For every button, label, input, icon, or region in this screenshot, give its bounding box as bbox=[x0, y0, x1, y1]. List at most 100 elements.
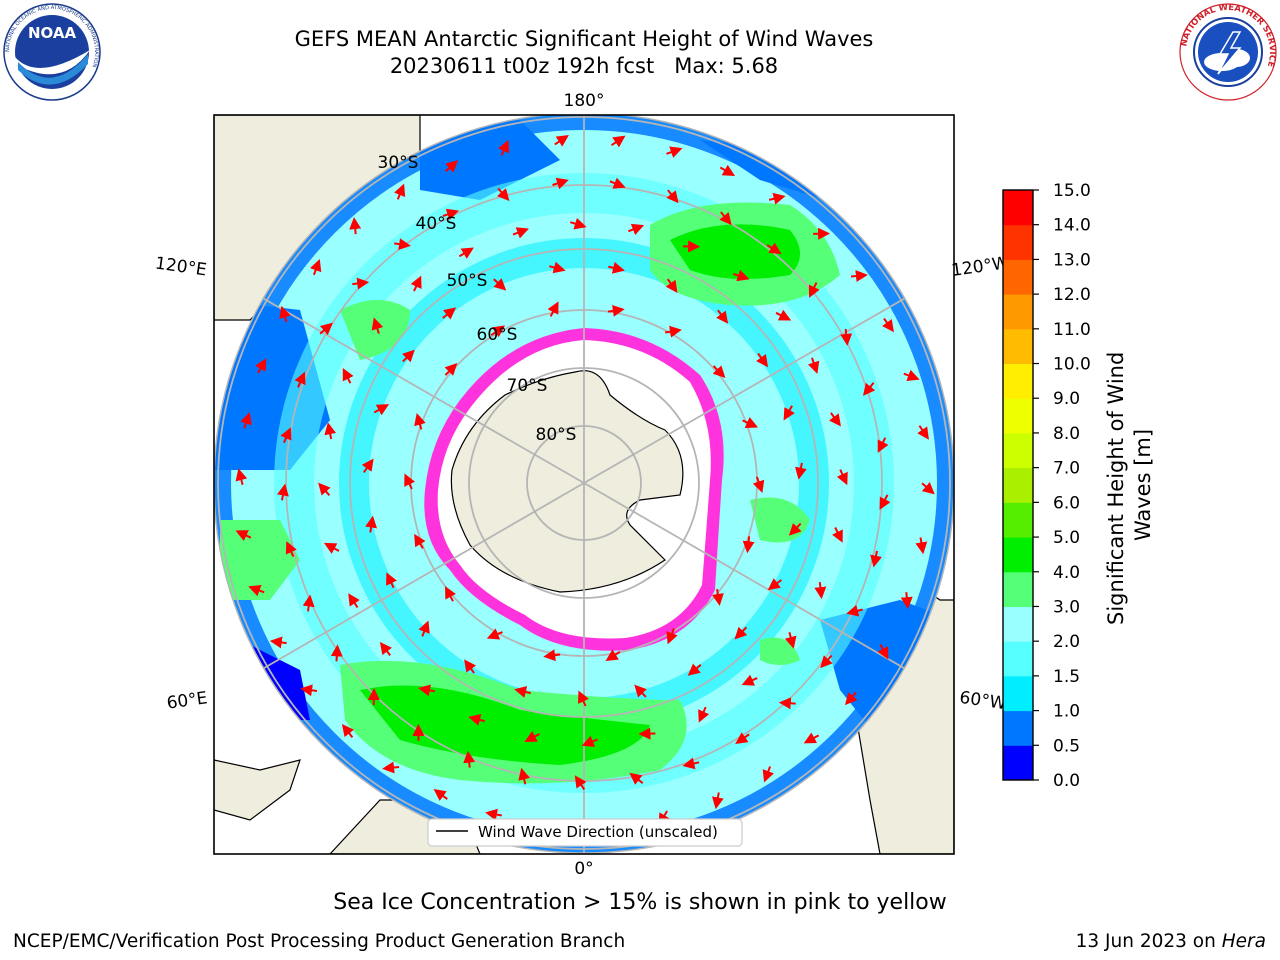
wave-direction-arrow bbox=[524, 731, 540, 742]
wave-direction-arrow bbox=[735, 732, 750, 744]
colorbar: 0.0 0.5 1.0 1.5 2.0 3.0 4.0 5.0 6.0 7.0 8.0 9.0 10.0… bbox=[1002, 181, 1091, 791]
wave-direction-arrow bbox=[442, 208, 459, 221]
wave-direction-arrow bbox=[319, 322, 333, 336]
wave-direction-arrow bbox=[342, 368, 354, 384]
lon-label-60w: 60°W bbox=[958, 688, 1007, 714]
colorbar-tick-label: 0.5 bbox=[1053, 736, 1080, 756]
wave-direction-arrow bbox=[733, 269, 750, 282]
wave-direction-arrow bbox=[310, 258, 322, 276]
wave-direction-arrow bbox=[903, 369, 920, 382]
wave-direction-arrow bbox=[605, 649, 621, 661]
colorbar-segment bbox=[1003, 328, 1033, 365]
wave-direction-arrow bbox=[807, 357, 820, 374]
wave-direction-arrow bbox=[277, 483, 289, 501]
wave-direction-arrow bbox=[741, 674, 758, 686]
wave-direction-arrow bbox=[554, 134, 569, 147]
colorbar-tick-label: 4.0 bbox=[1053, 563, 1080, 583]
colorbar-tick-label: 7.0 bbox=[1053, 459, 1080, 479]
map-frame bbox=[213, 114, 955, 855]
wave-direction-arrow bbox=[609, 177, 626, 189]
wave-direction-arrow bbox=[496, 187, 510, 202]
date-text: 13 Jun 2023 on bbox=[1075, 931, 1222, 952]
wave-direction-arrow bbox=[414, 413, 426, 430]
colorbar-tick-label: 6.0 bbox=[1053, 493, 1080, 513]
wave-direction-arrow bbox=[463, 750, 476, 768]
colorbar-segment bbox=[1003, 571, 1033, 607]
colorbar-segment bbox=[1003, 190, 1033, 226]
colorbar-segment bbox=[1003, 502, 1033, 538]
wave-direction-arrow bbox=[486, 628, 503, 640]
lon-label-0: 0° bbox=[574, 859, 593, 879]
wave-direction-arrow bbox=[235, 530, 252, 542]
wave-direction-arrow bbox=[442, 307, 457, 320]
wave-direction-arrow bbox=[324, 422, 337, 440]
wave-direction-arrow bbox=[379, 641, 392, 657]
colorbar-tick-label: 14.0 bbox=[1053, 216, 1091, 236]
nws-logo: NATIONAL WEATHER SERVICE bbox=[1179, 3, 1277, 101]
lon-label-120w: 120°W bbox=[950, 253, 1010, 281]
wave-direction-arrow bbox=[444, 160, 459, 173]
wave-direction-arrow bbox=[552, 177, 569, 190]
wave-direction-arrow bbox=[803, 732, 820, 744]
noaa-logo: NOAA NATIONAL OCEANIC AND ATMOSPHERIC AD… bbox=[3, 3, 101, 101]
wave-direction-arrow bbox=[921, 482, 935, 495]
wave-direction-arrow bbox=[365, 515, 378, 533]
wave-direction-arrow bbox=[844, 691, 858, 706]
colorbar-segment bbox=[1003, 294, 1033, 330]
wave-direction-arrow bbox=[468, 714, 485, 726]
antarctica-land bbox=[450, 370, 684, 593]
wave-direction-arrow bbox=[814, 581, 827, 600]
wave-direction-arrow bbox=[664, 325, 682, 338]
wave-direction-arrow bbox=[386, 572, 397, 589]
wave-direction-arrow bbox=[917, 425, 929, 440]
wave-direction-arrow bbox=[870, 550, 882, 568]
wave-direction-arrow bbox=[255, 358, 267, 374]
wave-direction-arrow bbox=[514, 686, 531, 698]
colorbar-tick-label: 10.0 bbox=[1053, 355, 1091, 375]
wave-direction-arrow bbox=[846, 604, 863, 617]
wave-direction-arrow bbox=[756, 352, 769, 368]
colorbar-tick-label: 13.0 bbox=[1053, 250, 1091, 270]
wave-direction-arrow bbox=[361, 458, 374, 473]
colorbar-segment bbox=[1003, 259, 1033, 295]
map-title: GEFS MEAN Antarctic Significant Height o… bbox=[295, 26, 874, 80]
wave-direction-arrow bbox=[687, 663, 702, 676]
wave-direction-arrow bbox=[394, 238, 411, 251]
colorbar-tick-label: 1.5 bbox=[1053, 667, 1080, 687]
wave-direction-arrow bbox=[382, 761, 400, 774]
legend-label: Wind Wave Direction (unscaled) bbox=[478, 823, 718, 841]
wave-direction-arrow bbox=[788, 522, 802, 536]
wave-direction-arrow bbox=[433, 789, 448, 801]
wave-direction-arrow bbox=[349, 217, 362, 235]
wave-direction-arrow bbox=[682, 757, 700, 770]
wave-direction-arrow bbox=[711, 588, 724, 606]
wave-direction-arrow bbox=[711, 792, 724, 810]
wave-direction-arrow bbox=[784, 632, 797, 649]
colorbar-segment bbox=[1003, 398, 1033, 434]
colorbar-segment bbox=[1003, 745, 1033, 781]
wave-direction-arrow bbox=[698, 706, 710, 723]
wave-direction-arrow bbox=[404, 473, 416, 490]
wave-direction-arrow bbox=[829, 412, 841, 427]
wave-direction-arrow bbox=[665, 278, 678, 293]
wave-direction-arrow bbox=[323, 542, 340, 554]
colorbar-segment bbox=[1003, 363, 1033, 399]
wave-direction-arrow bbox=[414, 533, 426, 549]
wave-direction-arrow bbox=[464, 659, 477, 674]
wave-direction-arrow bbox=[832, 527, 843, 543]
wave-direction-arrow bbox=[752, 476, 765, 493]
wave-direction-arrow bbox=[493, 278, 507, 291]
wave-direction-arrow bbox=[877, 644, 889, 660]
title-line2: 20230611 t00z 192h fcst Max: 5.68 bbox=[389, 54, 779, 78]
wave-direction-arrow bbox=[418, 620, 430, 637]
wave-direction-arrow bbox=[808, 282, 820, 298]
colorbar-label-line1: Significant Height of Wind bbox=[1104, 352, 1128, 625]
wave-direction-arrow bbox=[348, 593, 360, 609]
wave-direction-arrow bbox=[734, 626, 748, 640]
wave-direction-arrow bbox=[862, 382, 876, 396]
wave-direction-arrow bbox=[341, 723, 355, 739]
wave-direction-arrow bbox=[512, 227, 529, 239]
wave-direction-arrow bbox=[767, 578, 782, 591]
wave-direction-arrow bbox=[285, 541, 297, 558]
map-legend: Wind Wave Direction (unscaled) bbox=[427, 818, 743, 847]
